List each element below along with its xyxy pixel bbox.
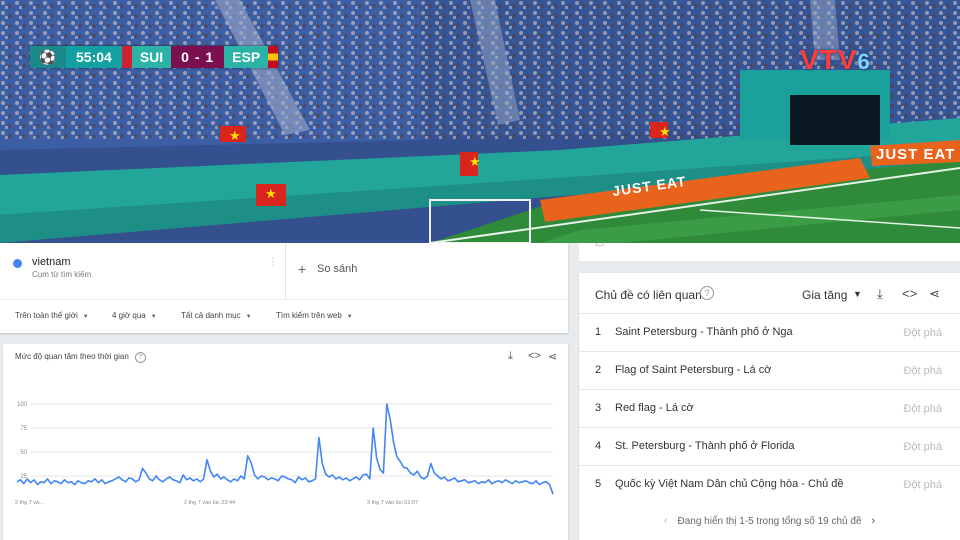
- item-rank: 4: [595, 440, 602, 452]
- compare-button[interactable]: So sánh: [317, 263, 358, 275]
- item-rank: 3: [595, 402, 602, 414]
- item-name[interactable]: Quốc kỳ Việt Nam Dân chủ Cộng hòa - Chủ …: [615, 478, 844, 490]
- filter-bar: Trên toàn thế giới ▼ 4 giờ qua ▼ Tất cả da…: [0, 299, 568, 333]
- list-item[interactable]: 2 Flag of Saint Petersburg - Lá cờ Đột p…: [579, 351, 960, 390]
- item-rank: 1: [595, 326, 602, 338]
- item-name[interactable]: Flag of Saint Petersburg - Lá cờ: [615, 364, 772, 376]
- broadcaster-name: VTV: [800, 44, 858, 75]
- x-tick-label: 3 thg 7 vào lúc 01:07: [367, 500, 418, 506]
- download-icon[interactable]: ⤓: [877, 286, 883, 301]
- spain-flag-icon: [268, 46, 279, 68]
- home-team: SUI: [131, 46, 172, 68]
- filter-label: 4 giờ qua: [112, 311, 146, 320]
- item-value: Đột phá: [903, 327, 942, 339]
- embed-code-icon[interactable]: <>: [528, 350, 541, 362]
- match-score: 0 - 1: [171, 46, 225, 68]
- share-icon[interactable]: ⋖: [929, 286, 940, 301]
- item-rank: 2: [595, 364, 602, 376]
- chevron-left-icon[interactable]: ‹: [663, 515, 668, 527]
- ghost-icon: ▢: [595, 243, 604, 248]
- list-item[interactable]: 1 Saint Petersburg - Thành phố ở Nga Đột…: [579, 313, 960, 352]
- search-term-card: vietnam Cụm từ tìm kiếm ⋮ + So sánh: [0, 243, 568, 299]
- broadcaster-channel: 6: [857, 49, 871, 74]
- y-tick-label: 75: [20, 426, 27, 432]
- interest-line-chart: 100 75 50 25 2 thg 7 và... 2 thg 7 vào lúc 23…: [15, 402, 554, 506]
- vietnam-flag: [256, 184, 286, 206]
- metric-select[interactable]: Gia tăng: [802, 288, 848, 302]
- x-tick-label: 2 thg 7 vào lúc 23:44: [184, 500, 235, 506]
- share-icon[interactable]: ⋖: [548, 351, 558, 363]
- pagination-text: Đang hiển thị 1-5 trong tổng số 19 chủ đ…: [677, 516, 862, 527]
- caret-down-icon: ▼: [150, 314, 157, 320]
- term-color-dot: [13, 259, 22, 268]
- item-name[interactable]: Red flag - Lá cờ: [615, 402, 694, 414]
- chevron-right-icon[interactable]: ›: [871, 515, 876, 527]
- filter-region[interactable]: Trên toàn thế giới ▼: [15, 311, 89, 320]
- related-topics-title: Chủ đề có liên quan: [595, 288, 702, 302]
- list-item[interactable]: 5 Quốc kỳ Việt Nam Dân chủ Cộng hòa - Ch…: [579, 465, 960, 504]
- embed-code-icon[interactable]: <>: [902, 286, 918, 301]
- related-topics-card: Chủ đề có liên quan ? Gia tăng ▼ ⤓ <> ⋖ …: [579, 273, 960, 540]
- caret-down-icon: ▼: [82, 314, 89, 320]
- item-name[interactable]: St. Petersburg - Thành phố ở Florida: [615, 440, 795, 452]
- item-value: Đột phá: [903, 479, 942, 491]
- caret-down-icon: ▼: [245, 314, 252, 320]
- x-tick-label: 2 thg 7 và...: [15, 500, 44, 506]
- euro-logo-icon: ⚽: [30, 46, 66, 68]
- vietnam-flag: [650, 122, 671, 140]
- item-value: Đột phá: [903, 441, 942, 453]
- previous-card-edge: ▢: [579, 243, 960, 261]
- stadium-broadcast-image: JUST EAT JUST EAT ⚽ 55:04 SUI 0 - 1 ESP …: [0, 0, 960, 243]
- y-tick-label: 50: [20, 450, 27, 456]
- search-term-name[interactable]: vietnam: [32, 256, 71, 268]
- broadcaster-logo: VTV6: [800, 44, 871, 76]
- caret-down-icon: ▼: [346, 314, 353, 320]
- download-icon[interactable]: ⤓: [508, 350, 513, 362]
- chart-title: Mức độ quan tâm theo thời gian: [15, 352, 129, 361]
- filter-search-type[interactable]: Tìm kiếm trên web ▼: [276, 311, 353, 320]
- match-clock: 55:04: [66, 46, 122, 68]
- more-vert-icon[interactable]: ⋮: [268, 257, 278, 268]
- pagination: ‹ Đang hiển thị 1-5 trong tổng số 19 chủ …: [579, 515, 960, 527]
- caret-down-icon[interactable]: ▼: [853, 289, 862, 299]
- filter-label: Trên toàn thế giới: [15, 311, 78, 320]
- list-item[interactable]: 3 Red flag - Lá cờ Đột phá: [579, 389, 960, 428]
- y-tick-label: 100: [17, 402, 28, 408]
- item-rank: 5: [595, 478, 602, 490]
- filter-category[interactable]: Tất cả danh mục ▼: [181, 311, 252, 320]
- vietnam-flag: [220, 126, 246, 144]
- vietnam-flag: [460, 152, 481, 176]
- y-tick-label: 25: [20, 474, 27, 480]
- switzerland-flag-icon: [121, 46, 132, 68]
- filter-label: Tìm kiếm trên web: [276, 311, 342, 320]
- series-line: [16, 403, 554, 495]
- help-icon[interactable]: ?: [700, 286, 714, 300]
- item-value: Đột phá: [903, 365, 942, 377]
- divider: [285, 243, 286, 299]
- list-item[interactable]: 4 St. Petersburg - Thành phố ở Florida Đ…: [579, 427, 960, 466]
- search-term-type: Cụm từ tìm kiếm: [32, 270, 92, 279]
- ad-board-text: JUST EAT: [876, 146, 956, 163]
- interest-over-time-card: Mức độ quan tâm theo thời gian? ⤓ <> ⋖ 1…: [3, 344, 568, 540]
- help-icon[interactable]: ?: [134, 352, 146, 363]
- item-name[interactable]: Saint Petersburg - Thành phố ở Nga: [615, 326, 793, 338]
- add-icon[interactable]: +: [298, 261, 307, 277]
- filter-time[interactable]: 4 giờ qua ▼: [112, 311, 157, 320]
- item-value: Đột phá: [903, 403, 942, 415]
- scoreboard: ⚽ 55:04 SUI 0 - 1 ESP: [30, 46, 279, 68]
- filter-label: Tất cả danh mục: [181, 311, 241, 320]
- stadium-scene: [0, 0, 960, 243]
- away-team: ESP: [224, 46, 269, 68]
- chart-heading: Mức độ quan tâm theo thời gian?: [15, 352, 146, 363]
